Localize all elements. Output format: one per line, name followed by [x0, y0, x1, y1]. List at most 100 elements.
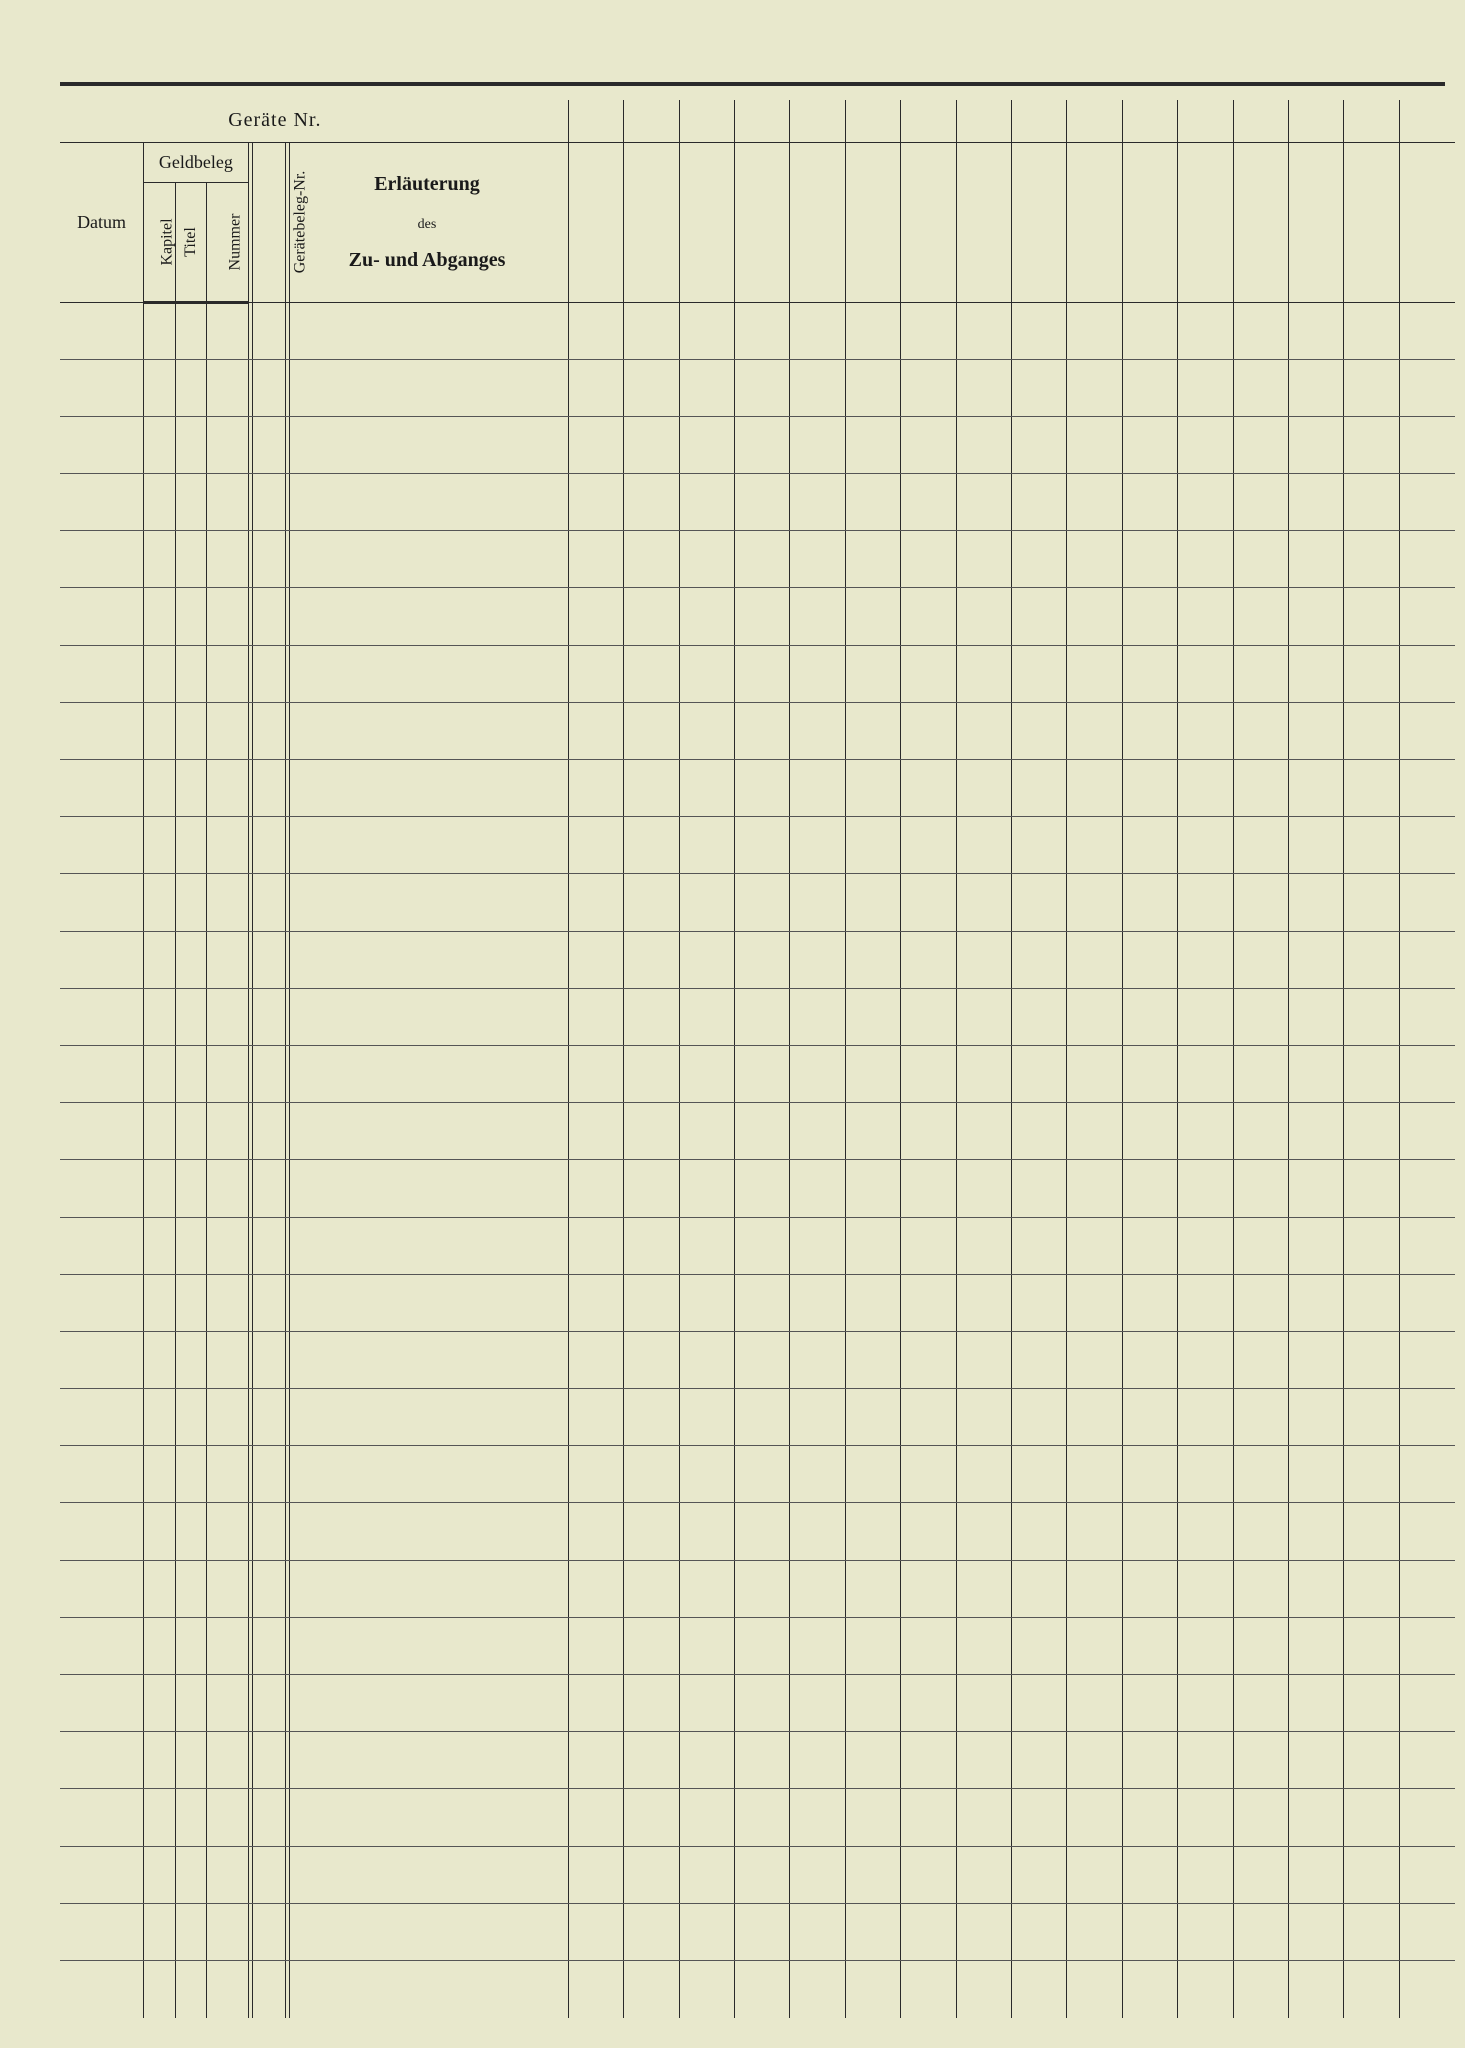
cell: [248, 1789, 286, 1846]
grid-cell: [1178, 988, 1233, 1045]
table-row: [60, 1846, 1455, 1903]
grid-cell: [568, 702, 623, 759]
grid-cell: [568, 1045, 623, 1102]
grid-cell: [1399, 1274, 1455, 1331]
cell: [175, 988, 206, 1045]
grid-cell: [901, 931, 956, 988]
grid-header-blank: [568, 100, 623, 142]
grid-cell: [734, 1103, 789, 1160]
erl-line3: Zu- und Abganges: [349, 249, 506, 271]
grid-cell: [679, 359, 734, 416]
grid-cell: [1344, 1617, 1399, 1674]
grid-cell: [1233, 1560, 1288, 1617]
grid-cell: [1011, 1045, 1066, 1102]
cell: [175, 1732, 206, 1789]
grid-cell: [1122, 1103, 1177, 1160]
grid-cell: [790, 302, 845, 359]
cell: [248, 531, 286, 588]
grid-cell: [1122, 1045, 1177, 1102]
grid-cell: [956, 1045, 1011, 1102]
grid-cell: [679, 588, 734, 645]
cell: [206, 1846, 248, 1903]
grid-cell: [845, 1160, 900, 1217]
grid-cell: [790, 1789, 845, 1846]
grid-cell: [1122, 874, 1177, 931]
grid-cell: [1122, 1789, 1177, 1846]
grid-cell: [568, 588, 623, 645]
table-row: [60, 1045, 1455, 1102]
grid-cell: [1178, 416, 1233, 473]
grid-cell: [1399, 1732, 1455, 1789]
table-row: [60, 874, 1455, 931]
grid-cell: [790, 1045, 845, 1102]
grid-cell: [1399, 760, 1455, 817]
cell: [286, 416, 568, 473]
grid-cell: [624, 760, 679, 817]
table-body: [60, 302, 1455, 2018]
erl-line2: des: [418, 217, 437, 232]
grid-cell: [901, 1331, 956, 1388]
grid-cell: [679, 1732, 734, 1789]
grid-cell: [790, 1217, 845, 1274]
cell: [206, 1560, 248, 1617]
cell: [175, 1103, 206, 1160]
grid-cell: [845, 531, 900, 588]
grid-cell: [845, 588, 900, 645]
grid-cell: [679, 1103, 734, 1160]
grid-cell: [1399, 1560, 1455, 1617]
cell: [60, 588, 144, 645]
cell: [248, 645, 286, 702]
grid-cell: [1178, 1617, 1233, 1674]
grid-cell: [1067, 1274, 1122, 1331]
grid-cell: [1399, 588, 1455, 645]
grid-cell: [1122, 1274, 1177, 1331]
cell: [144, 1903, 175, 1960]
grid-cell: [1067, 645, 1122, 702]
table-row: [60, 302, 1455, 359]
cell: [206, 474, 248, 531]
table-row: [60, 702, 1455, 759]
grid-cell: [1233, 874, 1288, 931]
grid-cell: [956, 1903, 1011, 1960]
grid-cell: [624, 702, 679, 759]
kapitel-label: Kapitel: [159, 218, 177, 265]
grid-cell: [790, 1960, 845, 2018]
grid-cell: [1288, 359, 1343, 416]
grid-cell: [901, 1274, 956, 1331]
table-row: [60, 988, 1455, 1045]
cell: [60, 1045, 144, 1102]
cell: [206, 302, 248, 359]
grid-cell: [901, 760, 956, 817]
grid-cell: [956, 416, 1011, 473]
header-geraete-nr: Geräte Nr.: [60, 100, 568, 142]
cell: [248, 1160, 286, 1217]
grid-cell: [568, 1617, 623, 1674]
grid-cell: [734, 931, 789, 988]
grid-cell: [1288, 760, 1343, 817]
cell: [144, 359, 175, 416]
grid-cell: [1399, 1960, 1455, 2018]
cell: [286, 874, 568, 931]
grid-cell: [1344, 474, 1399, 531]
cell: [286, 1960, 568, 2018]
cell: [206, 702, 248, 759]
grid-cell: [679, 760, 734, 817]
grid-cell: [1288, 416, 1343, 473]
grid-cell: [1399, 302, 1455, 359]
grid-cell: [845, 1503, 900, 1560]
grid-cell: [1067, 1846, 1122, 1903]
grid-cell: [901, 1503, 956, 1560]
cell: [286, 1217, 568, 1274]
grid-cell: [845, 702, 900, 759]
grid-cell: [679, 1045, 734, 1102]
grid-cell: [734, 359, 789, 416]
grid-cell: [1011, 474, 1066, 531]
grid-cell: [734, 1446, 789, 1503]
grid-cell: [1178, 1675, 1233, 1732]
grid-cell: [1233, 1103, 1288, 1160]
grid-cell: [956, 988, 1011, 1045]
grid-cell: [679, 1960, 734, 2018]
cell: [206, 1103, 248, 1160]
grid-cell: [790, 1675, 845, 1732]
grid-cell: [568, 645, 623, 702]
